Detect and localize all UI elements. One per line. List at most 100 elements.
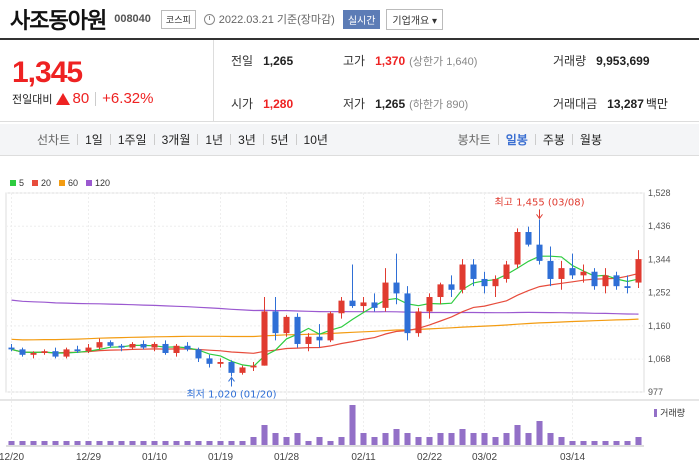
- volume-bar: [30, 441, 37, 445]
- legend-swatch: [59, 180, 66, 186]
- amount-unit: 백만: [645, 97, 668, 111]
- legend-item-ma60[interactable]: 60: [59, 178, 78, 188]
- chart-tabs: 선차트 1일 1주일 3개월 1년 3년 5년 10년 봉차트 일봉 주봉 월봉: [0, 124, 699, 156]
- x-tick-label: 02/11: [351, 452, 376, 463]
- high-label: 고가: [343, 54, 366, 68]
- period-tab-2[interactable]: 3개월: [161, 133, 191, 147]
- y-tick-label: 1,068: [648, 354, 671, 364]
- tab-separator: [295, 134, 297, 145]
- volume-bar: [580, 441, 587, 445]
- price-change: 전일대비 80 +6.32%: [12, 90, 153, 107]
- legend-item-ma120[interactable]: 120: [86, 178, 110, 188]
- volume-bar: [602, 441, 609, 445]
- volume-bar: [393, 429, 400, 445]
- candle-body: [613, 275, 620, 287]
- date-text: 2022.03.21 기준(장마감): [218, 14, 335, 26]
- low-price: 저가 1,265 (하한가 890): [343, 95, 468, 112]
- prev-close: 전일 1,265: [231, 52, 293, 69]
- legend-item-ma5[interactable]: 5: [10, 178, 24, 188]
- period-tab-5[interactable]: 5년: [270, 133, 289, 147]
- period-tab-3[interactable]: 1년: [205, 133, 224, 147]
- candle-body: [63, 349, 70, 357]
- candle-body: [547, 260, 554, 279]
- trade-amount: 거래대금 13,287 백만: [553, 95, 668, 112]
- candle-body: [635, 259, 642, 283]
- candle-chart-tabs: 봉차트 일봉 주봉 월봉: [451, 131, 609, 148]
- legend-item-ma20[interactable]: 20: [32, 178, 51, 188]
- candle-body: [437, 284, 444, 298]
- line-chart-tabs: 선차트 1일 1주일 3개월 1년 3년 5년 10년: [30, 131, 335, 148]
- volume-bar: [338, 437, 345, 445]
- legend-label: 120: [95, 178, 111, 188]
- volume-bar: [624, 441, 631, 445]
- x-tick-label: 12/20: [0, 452, 24, 463]
- tab-separator: [230, 134, 232, 145]
- candle-body: [151, 343, 158, 348]
- prev-label: 전일: [231, 54, 254, 68]
- period-tab-0[interactable]: 1일: [85, 133, 103, 147]
- y-tick-label: 1,160: [648, 321, 671, 331]
- candle-body: [74, 349, 81, 352]
- x-tick-label: 01/10: [142, 452, 167, 463]
- volume-bar: [195, 441, 202, 445]
- volume-bar: [525, 433, 532, 445]
- candle-body: [107, 342, 114, 346]
- tab-separator: [534, 134, 536, 145]
- realtime-button[interactable]: 실시간: [342, 9, 381, 29]
- candle-body: [393, 282, 400, 294]
- change-percent: +6.32%: [102, 90, 154, 107]
- candle-body: [569, 268, 576, 276]
- volume-bar: [404, 433, 411, 445]
- line-chart-label[interactable]: 선차트: [37, 133, 71, 147]
- upper-limit: (상한가 1,640): [409, 56, 478, 68]
- candle-body: [272, 311, 279, 334]
- candle-body: [349, 300, 356, 307]
- volume-bar: [613, 441, 620, 445]
- volume-bar: [206, 441, 213, 445]
- volume-bar: [635, 437, 642, 445]
- candle-body: [294, 316, 301, 344]
- candle-tab-0[interactable]: 일봉: [505, 133, 528, 147]
- header-divider: [0, 38, 699, 40]
- current-price: 1,345: [12, 56, 83, 89]
- tab-separator: [262, 134, 264, 145]
- volume-bar: [85, 441, 92, 445]
- volume-bar: [503, 433, 510, 445]
- x-tick-label: 01/28: [274, 452, 299, 463]
- candle-body: [338, 300, 345, 314]
- y-tick-label: 1,252: [648, 288, 671, 298]
- volume-bar: [481, 433, 488, 445]
- candle-body: [580, 271, 587, 276]
- ma5-line: [11, 255, 639, 368]
- x-tick-label: 03/02: [472, 452, 497, 463]
- min-arrow-head: [228, 376, 235, 382]
- volume-bar: [415, 437, 422, 445]
- period-tab-6[interactable]: 10년: [303, 133, 328, 147]
- stock-code: 008040: [114, 13, 151, 25]
- period-tab-1[interactable]: 1주일: [117, 133, 147, 147]
- volume-bar: [536, 421, 543, 445]
- candle-tab-1[interactable]: 주봉: [542, 133, 565, 147]
- volume-value: 9,953,699: [596, 54, 650, 68]
- legend-label: 5: [19, 178, 25, 188]
- candle-body: [8, 347, 15, 350]
- candle-body: [470, 264, 477, 279]
- y-tick-label: 1,528: [648, 188, 671, 198]
- candle-body: [283, 316, 290, 334]
- candle-tab-2[interactable]: 월봉: [579, 133, 602, 147]
- period-tab-4[interactable]: 3년: [238, 133, 256, 147]
- candle-body: [118, 345, 125, 348]
- candle-chart-label[interactable]: 봉차트: [457, 133, 491, 147]
- company-overview-dropdown[interactable]: 기업개요 ▾: [386, 8, 444, 30]
- volume-bar: [239, 441, 246, 445]
- candle-body: [30, 352, 37, 355]
- volume-bar: [118, 441, 125, 445]
- low-value: 1,265: [375, 97, 406, 111]
- price-info-panel: 1,345 전일대비 80 +6.32% 전일 1,265 고가 1,370 (…: [0, 40, 699, 122]
- candle-body: [239, 367, 246, 373]
- volume-bar: [19, 441, 26, 445]
- prev-value: 1,265: [263, 54, 294, 68]
- volume-bar: [283, 437, 290, 445]
- change-separator: [95, 91, 97, 106]
- candlestick-chart[interactable]: 1,528 1,436 1,344 1,252 1,160 1,068 977 12/20 12…: [0, 170, 699, 472]
